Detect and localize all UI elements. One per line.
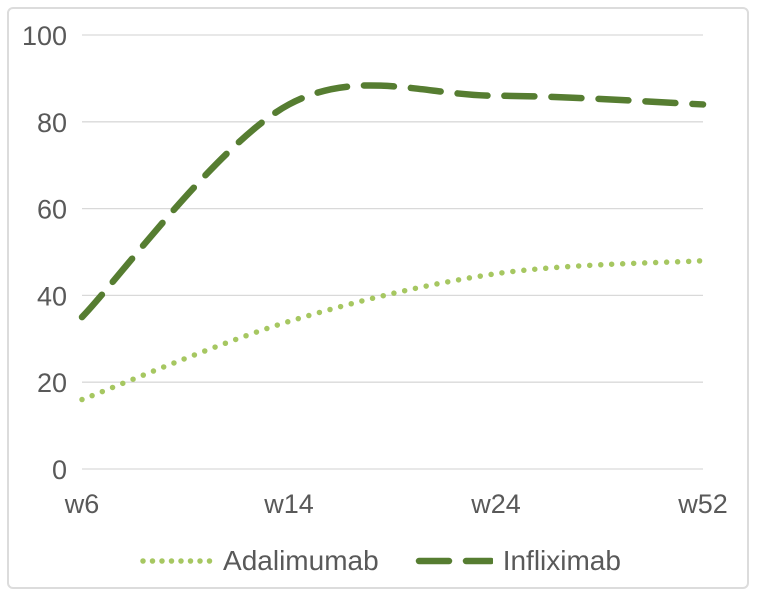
y-tick-label-80: 80: [37, 108, 67, 138]
y-tick-label-20: 20: [37, 368, 67, 398]
y-tick-label-40: 40: [37, 281, 67, 311]
y-axis-tick-labels: 0 20 40 60 80 100: [22, 21, 67, 485]
legend-label-adalimumab: Adalimumab: [223, 545, 379, 576]
x-category-label-w6: w6: [64, 489, 100, 519]
chart-frame-border: [7, 7, 749, 589]
chart-legend: Adalimumab Infliximab: [0, 540, 760, 582]
legend-item-infliximab: Infliximab: [415, 547, 621, 575]
legend-item-adalimumab: Adalimumab: [139, 547, 379, 575]
adalimumab-dotted-line-sample: [140, 558, 214, 564]
x-axis-category-labels: w6 w14 w24 w52: [64, 489, 728, 519]
series-lines-group: [78, 82, 707, 403]
legend-label-infliximab: Infliximab: [502, 545, 621, 576]
x-category-label-w14: w14: [263, 489, 314, 519]
y-tick-label-0: 0: [52, 455, 67, 485]
y-tick-label-60: 60: [37, 195, 67, 225]
series-line-infliximab: [78, 82, 707, 321]
x-category-label-w24: w24: [470, 489, 521, 519]
infliximab-dashed-line-sample: [415, 557, 493, 565]
x-category-label-w52: w52: [677, 489, 728, 519]
y-tick-label-100: 100: [22, 21, 67, 51]
series-line-adalimumab: [79, 257, 706, 403]
gridlines-group: [82, 34, 703, 470]
